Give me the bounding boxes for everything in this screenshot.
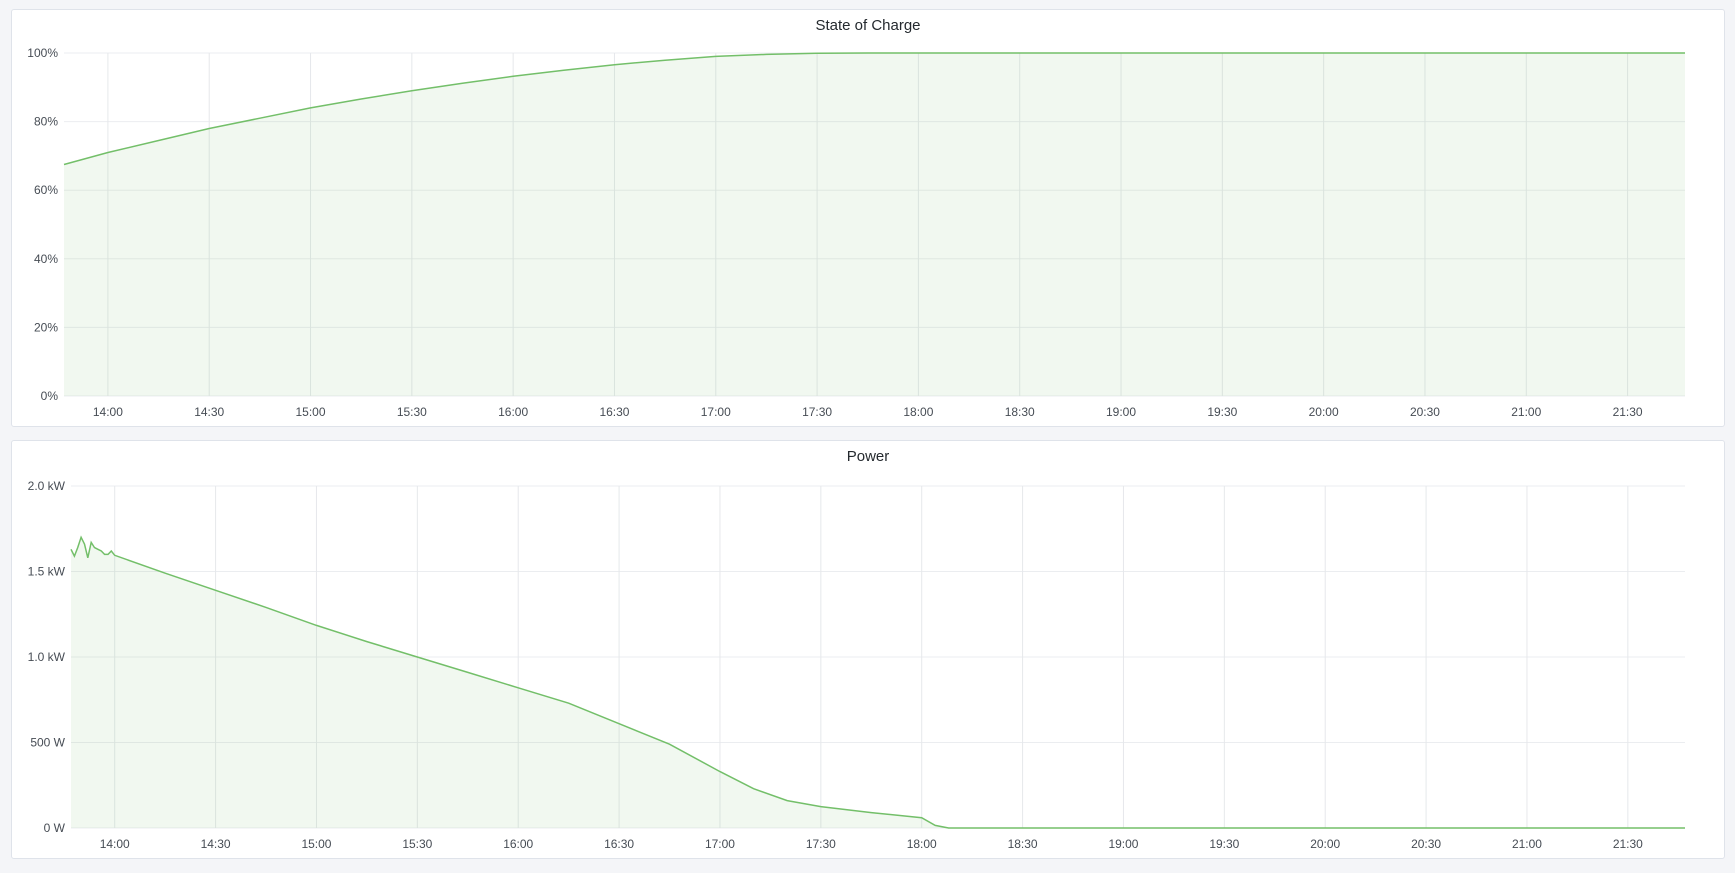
x-tick-label: 16:00 [503,837,533,851]
x-tick-label: 15:00 [296,405,326,419]
x-tick-label: 15:30 [402,837,432,851]
chart-svg: 0% 20% 40% 60% 80% 100% 14:00 14:30 15:00 15:30 16… [27,46,1685,419]
y-tick-label: 40% [34,252,58,266]
x-tick-label: 18:30 [1005,405,1035,419]
x-tick-label: 19:30 [1209,837,1239,851]
y-tick-label: 60% [34,183,58,197]
x-tick-label: 18:30 [1008,837,1038,851]
x-tick-label: 16:00 [498,405,528,419]
x-tick-label: 21:00 [1512,837,1542,851]
series-line [63,52,1685,166]
x-tick-label: 17:30 [806,837,836,851]
y-tick-label: 2.0 kW [28,479,66,493]
x-tick-label: 16:30 [599,405,629,419]
y-tick-label: 1.0 kW [28,650,66,664]
x-tick-label: 14:00 [100,837,130,851]
y-tick-label: 20% [34,320,58,334]
panel-title: Power [846,448,890,465]
x-tick-label: 21:00 [1511,405,1541,419]
series-area [64,53,1685,396]
x-tick-label: 20:30 [1411,837,1441,851]
y-tick-label: 0% [41,389,59,403]
x-tick-label: 14:30 [201,837,231,851]
x-tick-label: 18:00 [907,837,937,851]
y-tick-label: 80% [34,115,58,129]
x-tick-label: 17:00 [705,837,735,851]
x-tick-label: 20:00 [1309,405,1339,419]
series-area [71,537,1685,828]
x-tick-label: 19:30 [1207,405,1237,419]
x-tick-label: 20:30 [1410,405,1440,419]
chart-svg: 0 W 500 W 1.0 kW 1.5 kW 2.0 kW 14:00 14:30 15:0… [28,479,1685,851]
x-tick-label: 14:30 [194,405,224,419]
y-tick-label: 100% [27,46,58,60]
x-tick-label: 16:30 [604,837,634,851]
y-tick-label: 1.5 kW [28,565,66,579]
x-tick-label: 20:00 [1310,837,1340,851]
x-tick-label: 19:00 [1106,405,1136,419]
x-tick-label: 17:30 [802,405,832,419]
x-tick-label: 21:30 [1613,837,1643,851]
soc-panel: State of Charge 0% 20% 40% 60% 80% 100% 14:00 1… [11,9,1725,427]
x-tick-label: 18:00 [903,405,933,419]
x-tick-label: 17:00 [701,405,731,419]
series-line [70,535,1685,829]
x-tick-label: 19:00 [1108,837,1138,851]
y-tick-label: 500 W [30,736,65,750]
y-tick-label: 0 W [44,821,66,835]
panel-title: State of Charge [815,17,921,34]
power-panel: Power 0 W 500 W 1.0 kW 1.5 kW 2.0 kW 14:00 14:… [11,440,1725,859]
x-tick-label: 15:30 [397,405,427,419]
x-tick-label: 15:00 [301,837,331,851]
x-tick-label: 14:00 [93,405,123,419]
x-tick-label: 21:30 [1613,405,1643,419]
